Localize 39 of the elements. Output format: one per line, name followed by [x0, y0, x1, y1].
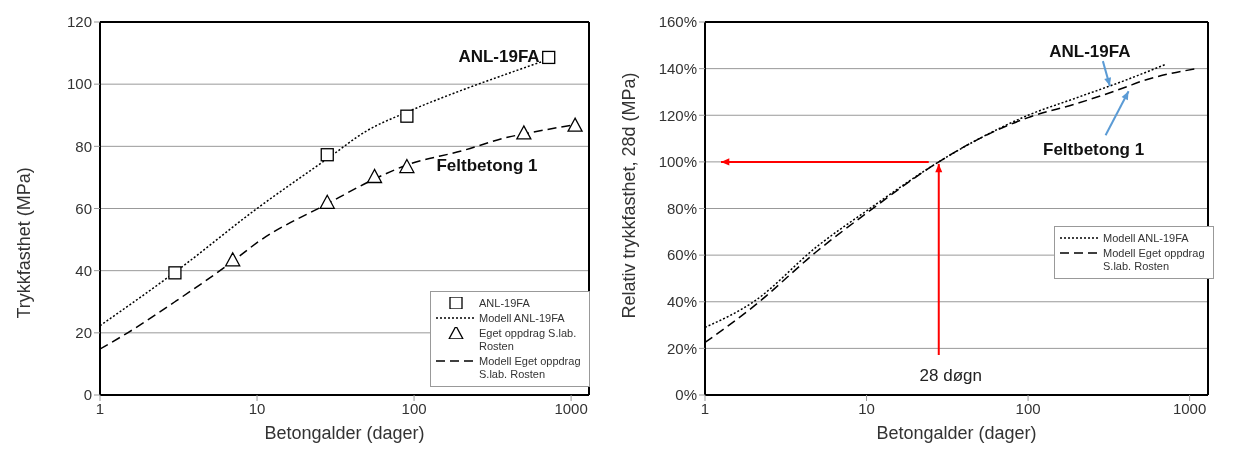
y-tick-label: 140% — [658, 59, 697, 77]
y-tick-label: 80 — [75, 137, 92, 155]
annotation: ANL-19FA — [1049, 41, 1131, 61]
y-tick-label: 120 — [66, 13, 92, 31]
legend-label: Modell ANL-19FA — [479, 312, 565, 325]
y-tick-label: 40 — [75, 261, 92, 279]
annotation: Feltbetong 1 — [1043, 139, 1145, 159]
x-axis-title: Betongalder (dager) — [264, 423, 425, 443]
x-tick-label: 1000 — [554, 399, 588, 417]
y-axis-title: Relativ trykkfasthet, 28d (MPa) — [619, 72, 640, 319]
legend-label: Modell Eget oppdrag S.lab. Rosten — [479, 355, 582, 381]
y-tick-label: 20 — [75, 324, 92, 342]
annotation: Feltbetong 1 — [436, 156, 538, 176]
legend-label: Modell ANL-19FA — [1103, 232, 1189, 245]
y-tick-label: 0 — [83, 386, 92, 404]
legend-label: Modell Eget oppdrag S.lab. Rosten — [1103, 247, 1206, 273]
x-tick-label: 1 — [700, 399, 710, 417]
legend-label: ANL-19FA — [479, 297, 530, 310]
y-axis-title: Trykkfasthet (MPa) — [14, 167, 35, 319]
y-tick-label: 60% — [666, 246, 697, 264]
y-tick-label: 160% — [658, 13, 697, 31]
x-tick-label: 10 — [248, 399, 266, 417]
x-tick-label: 100 — [1015, 399, 1041, 417]
ref-line-label: 28 døgn — [919, 366, 982, 385]
legend-label: Eget oppdrag S.lab. Rosten — [479, 327, 578, 353]
y-tick-label: 60 — [75, 199, 92, 217]
x-tick-label: 100 — [401, 399, 427, 417]
y-tick-label: 40% — [666, 293, 697, 311]
y-tick-label: 0% — [675, 386, 697, 404]
y-tick-label: 100% — [658, 153, 697, 171]
x-tick-label: 1000 — [1172, 399, 1207, 417]
y-tick-label: 80% — [666, 199, 697, 217]
y-tick-label: 120% — [658, 106, 697, 124]
x-axis-title: Betongalder (dager) — [876, 423, 1037, 443]
y-tick-label: 20% — [666, 339, 697, 357]
annotation: ANL-19FA — [458, 47, 540, 67]
x-tick-label: 10 — [858, 399, 875, 417]
x-tick-label: 1 — [95, 399, 105, 417]
y-tick-label: 100 — [66, 75, 92, 93]
